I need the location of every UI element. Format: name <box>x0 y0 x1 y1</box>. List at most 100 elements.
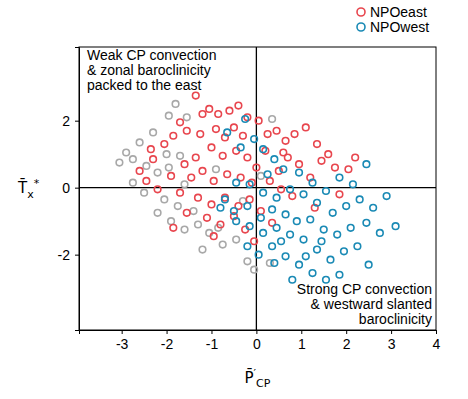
point <box>260 146 267 153</box>
tick-mark <box>75 188 79 189</box>
point <box>264 171 271 178</box>
point <box>291 131 298 138</box>
annotation: baroclinicity <box>359 311 432 327</box>
point <box>314 246 321 253</box>
point <box>130 156 137 163</box>
point <box>166 164 173 171</box>
point <box>323 188 330 195</box>
x-axis: -3-2-101234 <box>80 330 441 352</box>
point <box>233 236 240 243</box>
legend-label: NPOeast <box>370 4 427 20</box>
point <box>242 116 249 123</box>
legend-marker <box>357 23 365 31</box>
point <box>289 193 296 200</box>
point <box>154 209 161 216</box>
point <box>244 154 251 161</box>
point <box>190 208 197 215</box>
point <box>255 117 262 124</box>
point <box>258 215 265 222</box>
tick: 3 <box>388 330 396 352</box>
point <box>251 136 258 143</box>
tick: 0 <box>62 180 79 196</box>
tick-label: -1 <box>206 336 219 352</box>
zero-line-v <box>256 47 257 330</box>
point <box>244 258 251 265</box>
tick: 2 <box>343 330 351 352</box>
point <box>166 112 173 119</box>
point <box>282 253 289 260</box>
legend-marker <box>357 8 365 16</box>
series <box>116 101 275 273</box>
tick: 0 <box>253 330 261 352</box>
point <box>296 261 303 268</box>
tick-label: -3 <box>116 336 129 352</box>
point <box>161 141 168 148</box>
point <box>251 238 258 245</box>
point <box>307 216 314 223</box>
tick-label: 0 <box>253 336 261 352</box>
point <box>192 154 199 161</box>
chart: -3-2-101234-202P̄′CPT̄x*Weak CP convecti… <box>0 0 468 399</box>
tick-label: 4 <box>433 336 441 352</box>
point <box>177 153 184 160</box>
tick-label: -2 <box>161 336 174 352</box>
point <box>289 276 296 283</box>
point <box>174 203 181 210</box>
point <box>181 181 188 188</box>
point <box>325 151 332 158</box>
point <box>309 270 316 277</box>
point <box>183 127 190 134</box>
point <box>354 243 361 250</box>
point <box>269 243 276 250</box>
point <box>334 231 341 238</box>
point <box>255 251 262 258</box>
point <box>309 179 316 186</box>
point <box>278 186 285 193</box>
point <box>269 116 276 123</box>
annotation: & westward slanted <box>311 296 432 312</box>
point <box>271 156 278 163</box>
point <box>327 256 334 263</box>
point <box>130 179 137 186</box>
tick-mark <box>75 255 79 256</box>
legend: NPOeastNPOwest <box>357 4 429 35</box>
point <box>341 248 348 255</box>
tick-mark <box>122 330 123 334</box>
point <box>177 189 184 196</box>
point <box>300 236 307 243</box>
point <box>150 156 157 163</box>
point <box>363 220 370 227</box>
point <box>168 218 175 225</box>
point <box>219 153 226 160</box>
point <box>314 199 321 206</box>
point <box>392 223 399 230</box>
point <box>318 158 325 165</box>
point <box>314 141 321 148</box>
point <box>204 215 211 222</box>
axis-line <box>80 331 437 335</box>
point <box>258 173 265 180</box>
annotation: Weak CP convection <box>87 47 216 63</box>
tick-mark <box>436 330 437 334</box>
point <box>244 243 251 250</box>
point <box>199 168 206 175</box>
point <box>235 102 242 109</box>
point <box>199 111 206 118</box>
point <box>343 203 350 210</box>
plot-frame <box>79 47 436 330</box>
point <box>273 225 280 232</box>
point <box>336 191 343 198</box>
point <box>282 211 289 218</box>
point <box>237 144 244 151</box>
point <box>329 209 336 216</box>
point <box>350 181 357 188</box>
point <box>170 132 177 139</box>
tick-mark <box>75 121 79 122</box>
point <box>231 208 238 215</box>
point <box>278 238 285 245</box>
point <box>188 174 195 181</box>
tick: 2 <box>62 113 79 129</box>
points <box>116 92 399 283</box>
point <box>251 266 258 273</box>
point <box>208 144 215 151</box>
